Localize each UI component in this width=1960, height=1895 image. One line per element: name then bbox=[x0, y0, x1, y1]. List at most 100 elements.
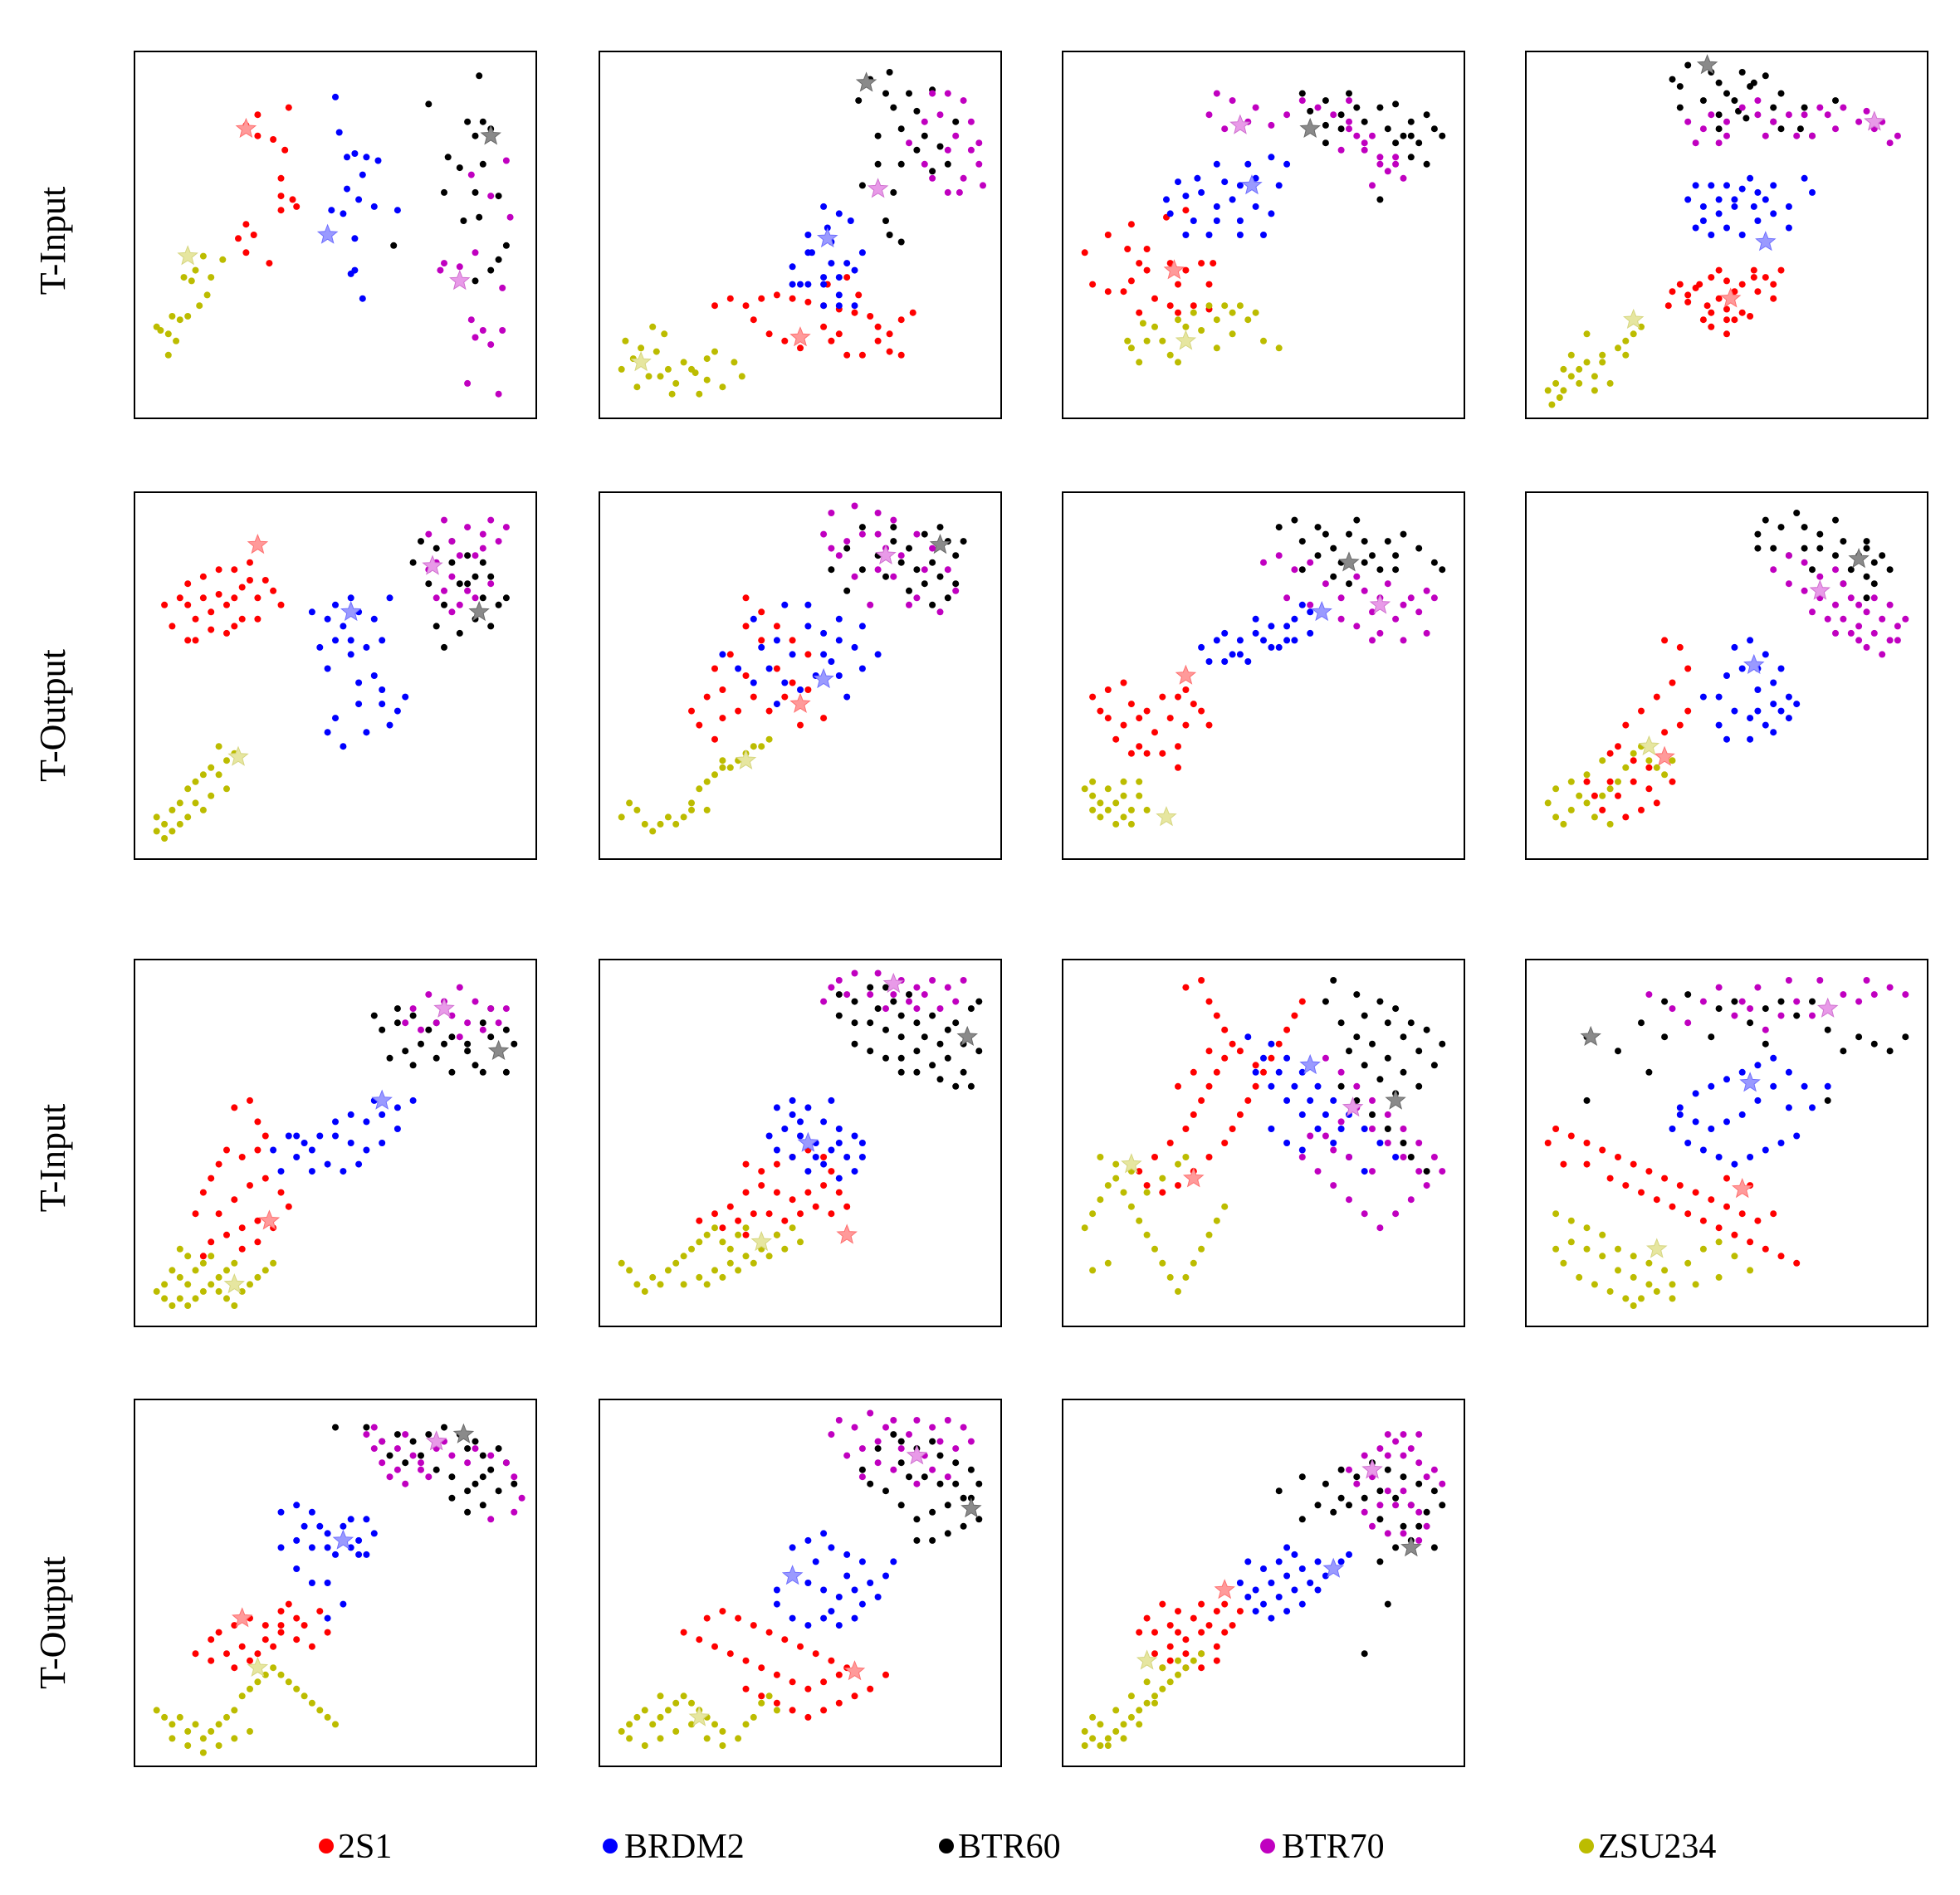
point-brdm2 bbox=[804, 1622, 811, 1629]
point-btr70 bbox=[1400, 1530, 1407, 1536]
point-brdm2 bbox=[1260, 232, 1267, 238]
point-zsu234 bbox=[688, 1700, 695, 1707]
point-btr60 bbox=[929, 168, 936, 174]
point-zsu234 bbox=[781, 1246, 788, 1253]
point-btr60 bbox=[968, 1467, 975, 1473]
point-btr70 bbox=[1809, 133, 1816, 139]
point-btr60 bbox=[448, 1069, 455, 1076]
point-btr60 bbox=[1353, 991, 1360, 998]
point-brdm2 bbox=[1244, 161, 1251, 168]
point-2s1 bbox=[1607, 779, 1614, 785]
point-btr60 bbox=[480, 594, 486, 601]
point-zsu234 bbox=[223, 757, 230, 764]
point-btr70 bbox=[1385, 1140, 1391, 1146]
scatter-panel-6 bbox=[599, 492, 1001, 859]
point-zsu234 bbox=[1175, 1672, 1181, 1678]
point-zsu234 bbox=[1121, 779, 1127, 785]
point-btr70 bbox=[1415, 608, 1422, 615]
point-zsu234 bbox=[1190, 310, 1197, 316]
point-btr60 bbox=[929, 1537, 936, 1544]
point-btr60 bbox=[960, 538, 967, 545]
point-btr70 bbox=[952, 1445, 959, 1452]
point-brdm2 bbox=[1754, 189, 1761, 196]
point-brdm2 bbox=[1283, 1055, 1290, 1062]
point-btr70 bbox=[507, 214, 514, 221]
point-btr60 bbox=[363, 1424, 369, 1431]
prototype-star-zsu234 bbox=[1176, 331, 1195, 349]
prototype-star-2s1 bbox=[1176, 666, 1195, 684]
point-2s1 bbox=[1584, 779, 1591, 785]
point-btr60 bbox=[472, 133, 479, 139]
point-2s1 bbox=[766, 1629, 773, 1636]
point-brdm2 bbox=[332, 715, 339, 721]
point-brdm2 bbox=[820, 1587, 827, 1594]
point-btr60 bbox=[852, 1041, 858, 1048]
point-btr60 bbox=[898, 1055, 905, 1062]
point-brdm2 bbox=[293, 1133, 300, 1140]
point-btr70 bbox=[425, 1473, 432, 1480]
point-brdm2 bbox=[1244, 1558, 1251, 1565]
point-zsu234 bbox=[1167, 352, 1174, 359]
legend-label-btr60: BTR60 bbox=[958, 1828, 1061, 1866]
point-zsu234 bbox=[1128, 807, 1135, 813]
point-btr70 bbox=[913, 1417, 920, 1424]
point-btr60 bbox=[1797, 125, 1804, 132]
point-zsu234 bbox=[1669, 757, 1676, 764]
prototype-star-zsu234 bbox=[1157, 807, 1176, 825]
point-zsu234 bbox=[1244, 316, 1251, 323]
point-btr60 bbox=[1439, 133, 1445, 139]
point-zsu234 bbox=[669, 391, 676, 398]
point-brdm2 bbox=[1237, 651, 1244, 657]
point-btr60 bbox=[875, 133, 882, 139]
point-btr60 bbox=[1392, 566, 1399, 573]
point-btr60 bbox=[1392, 1005, 1399, 1012]
point-2s1 bbox=[262, 1636, 269, 1643]
point-zsu234 bbox=[711, 349, 718, 355]
point-btr60 bbox=[1762, 1041, 1769, 1048]
point-brdm2 bbox=[1260, 637, 1267, 643]
series-btr60 bbox=[1276, 517, 1446, 588]
point-zsu234 bbox=[216, 1742, 222, 1749]
point-btr60 bbox=[929, 1062, 936, 1068]
point-zsu234 bbox=[1167, 1274, 1174, 1281]
point-2s1 bbox=[1700, 1218, 1707, 1224]
point-btr70 bbox=[1400, 1487, 1407, 1494]
point-btr70 bbox=[1369, 1523, 1376, 1530]
prototype-star-brdm2 bbox=[1312, 602, 1332, 620]
point-btr70 bbox=[898, 552, 905, 559]
point-2s1 bbox=[1159, 1601, 1166, 1608]
point-zsu234 bbox=[1112, 1175, 1119, 1182]
point-btr60 bbox=[1353, 517, 1360, 524]
point-btr70 bbox=[1832, 630, 1839, 637]
point-btr60 bbox=[1801, 545, 1808, 552]
point-btr70 bbox=[836, 1417, 843, 1424]
scatter-panel-10 bbox=[599, 960, 1001, 1326]
point-2s1 bbox=[1568, 1133, 1575, 1140]
point-2s1 bbox=[1560, 1161, 1567, 1168]
point-zsu234 bbox=[200, 1288, 207, 1295]
point-btr60 bbox=[410, 1438, 417, 1445]
point-zsu234 bbox=[1622, 352, 1629, 359]
point-btr60 bbox=[1338, 1019, 1345, 1026]
point-btr70 bbox=[1871, 594, 1878, 601]
legend-label-brdm2: BRDM2 bbox=[624, 1828, 745, 1866]
point-btr60 bbox=[1431, 125, 1438, 132]
point-zsu234 bbox=[177, 1295, 183, 1302]
point-btr70 bbox=[1731, 1013, 1738, 1019]
point-brdm2 bbox=[394, 1104, 401, 1111]
series-brdm2 bbox=[766, 1097, 866, 1182]
scatter-panel-11 bbox=[1063, 960, 1464, 1326]
point-btr70 bbox=[1894, 133, 1901, 139]
point-2s1 bbox=[208, 1658, 214, 1664]
point-btr60 bbox=[496, 1445, 502, 1452]
point-btr70 bbox=[836, 977, 843, 984]
point-btr60 bbox=[1770, 105, 1777, 111]
point-2s1 bbox=[843, 274, 850, 281]
point-btr60 bbox=[882, 90, 889, 97]
point-btr70 bbox=[1887, 139, 1894, 146]
point-zsu234 bbox=[626, 799, 633, 806]
point-btr70 bbox=[867, 1410, 873, 1417]
point-2s1 bbox=[1684, 299, 1691, 305]
series-btr70 bbox=[828, 1410, 975, 1487]
point-btr60 bbox=[410, 559, 417, 566]
